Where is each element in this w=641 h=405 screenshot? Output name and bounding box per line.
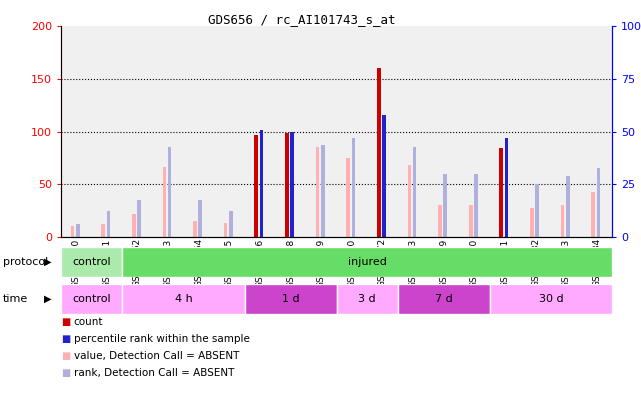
Bar xyxy=(438,205,442,237)
Bar xyxy=(530,209,534,237)
Bar xyxy=(61,284,122,314)
Text: ▶: ▶ xyxy=(44,294,52,304)
Bar xyxy=(245,26,275,237)
Text: ▶: ▶ xyxy=(44,257,52,267)
Text: control: control xyxy=(72,294,111,304)
Text: ■: ■ xyxy=(61,334,70,344)
Bar xyxy=(351,138,355,237)
Bar xyxy=(367,26,398,237)
Bar xyxy=(551,26,581,237)
Bar xyxy=(229,211,233,237)
Text: value, Detection Call = ABSENT: value, Detection Call = ABSENT xyxy=(74,351,239,361)
Bar xyxy=(337,284,398,314)
Bar xyxy=(337,26,367,237)
Bar xyxy=(316,147,319,237)
Bar xyxy=(168,147,171,237)
Bar xyxy=(504,138,508,237)
Bar xyxy=(290,132,294,237)
Bar xyxy=(413,147,417,237)
Bar xyxy=(382,115,386,237)
Bar xyxy=(490,26,520,237)
Bar xyxy=(153,26,183,237)
Bar xyxy=(193,221,197,237)
Text: GDS656 / rc_AI101743_s_at: GDS656 / rc_AI101743_s_at xyxy=(208,13,395,26)
Text: control: control xyxy=(72,257,111,267)
Bar xyxy=(499,149,503,237)
Text: percentile rank within the sample: percentile rank within the sample xyxy=(74,334,249,344)
Bar xyxy=(474,174,478,237)
Bar xyxy=(122,26,153,237)
Bar xyxy=(566,176,570,237)
Bar xyxy=(428,26,459,237)
Bar xyxy=(377,68,381,237)
Bar xyxy=(535,184,539,237)
Bar xyxy=(122,247,612,277)
Bar xyxy=(224,223,228,237)
Bar xyxy=(163,167,166,237)
Bar xyxy=(306,26,337,237)
Bar xyxy=(444,174,447,237)
Bar xyxy=(398,284,490,314)
Bar xyxy=(346,158,350,237)
Bar xyxy=(122,284,245,314)
Bar xyxy=(61,26,92,237)
Text: injured: injured xyxy=(347,257,387,267)
Bar xyxy=(254,135,258,237)
Bar xyxy=(592,192,595,237)
Bar xyxy=(199,200,202,237)
Bar xyxy=(71,226,74,237)
Bar xyxy=(285,133,288,237)
Bar xyxy=(398,26,428,237)
Bar xyxy=(581,26,612,237)
Text: ■: ■ xyxy=(61,317,70,327)
Bar xyxy=(490,284,612,314)
Bar xyxy=(214,26,245,237)
Text: count: count xyxy=(74,317,103,327)
Bar xyxy=(597,168,600,237)
Bar xyxy=(76,224,79,237)
Text: 1 d: 1 d xyxy=(282,294,299,304)
Bar xyxy=(260,130,263,237)
Text: 7 d: 7 d xyxy=(435,294,453,304)
Bar xyxy=(101,224,105,237)
Bar xyxy=(183,26,214,237)
Text: ■: ■ xyxy=(61,351,70,361)
Bar xyxy=(520,26,551,237)
Bar xyxy=(290,132,294,140)
Bar xyxy=(459,26,490,237)
Bar xyxy=(275,26,306,237)
Text: time: time xyxy=(3,294,28,304)
Text: protocol: protocol xyxy=(3,257,49,267)
Text: 4 h: 4 h xyxy=(174,294,192,304)
Bar xyxy=(106,211,110,237)
Bar xyxy=(561,205,564,237)
Bar xyxy=(408,165,412,237)
Bar xyxy=(137,200,141,237)
Bar xyxy=(382,115,386,123)
Bar xyxy=(92,26,122,237)
Text: 30 d: 30 d xyxy=(538,294,563,304)
Bar xyxy=(504,138,508,146)
Bar xyxy=(132,214,136,237)
Text: ■: ■ xyxy=(61,368,70,378)
Text: rank, Detection Call = ABSENT: rank, Detection Call = ABSENT xyxy=(74,368,234,378)
Bar xyxy=(469,205,472,237)
Bar xyxy=(260,130,263,138)
Bar xyxy=(61,247,122,277)
Text: 3 d: 3 d xyxy=(358,294,376,304)
Bar xyxy=(321,145,324,237)
Bar xyxy=(245,284,337,314)
